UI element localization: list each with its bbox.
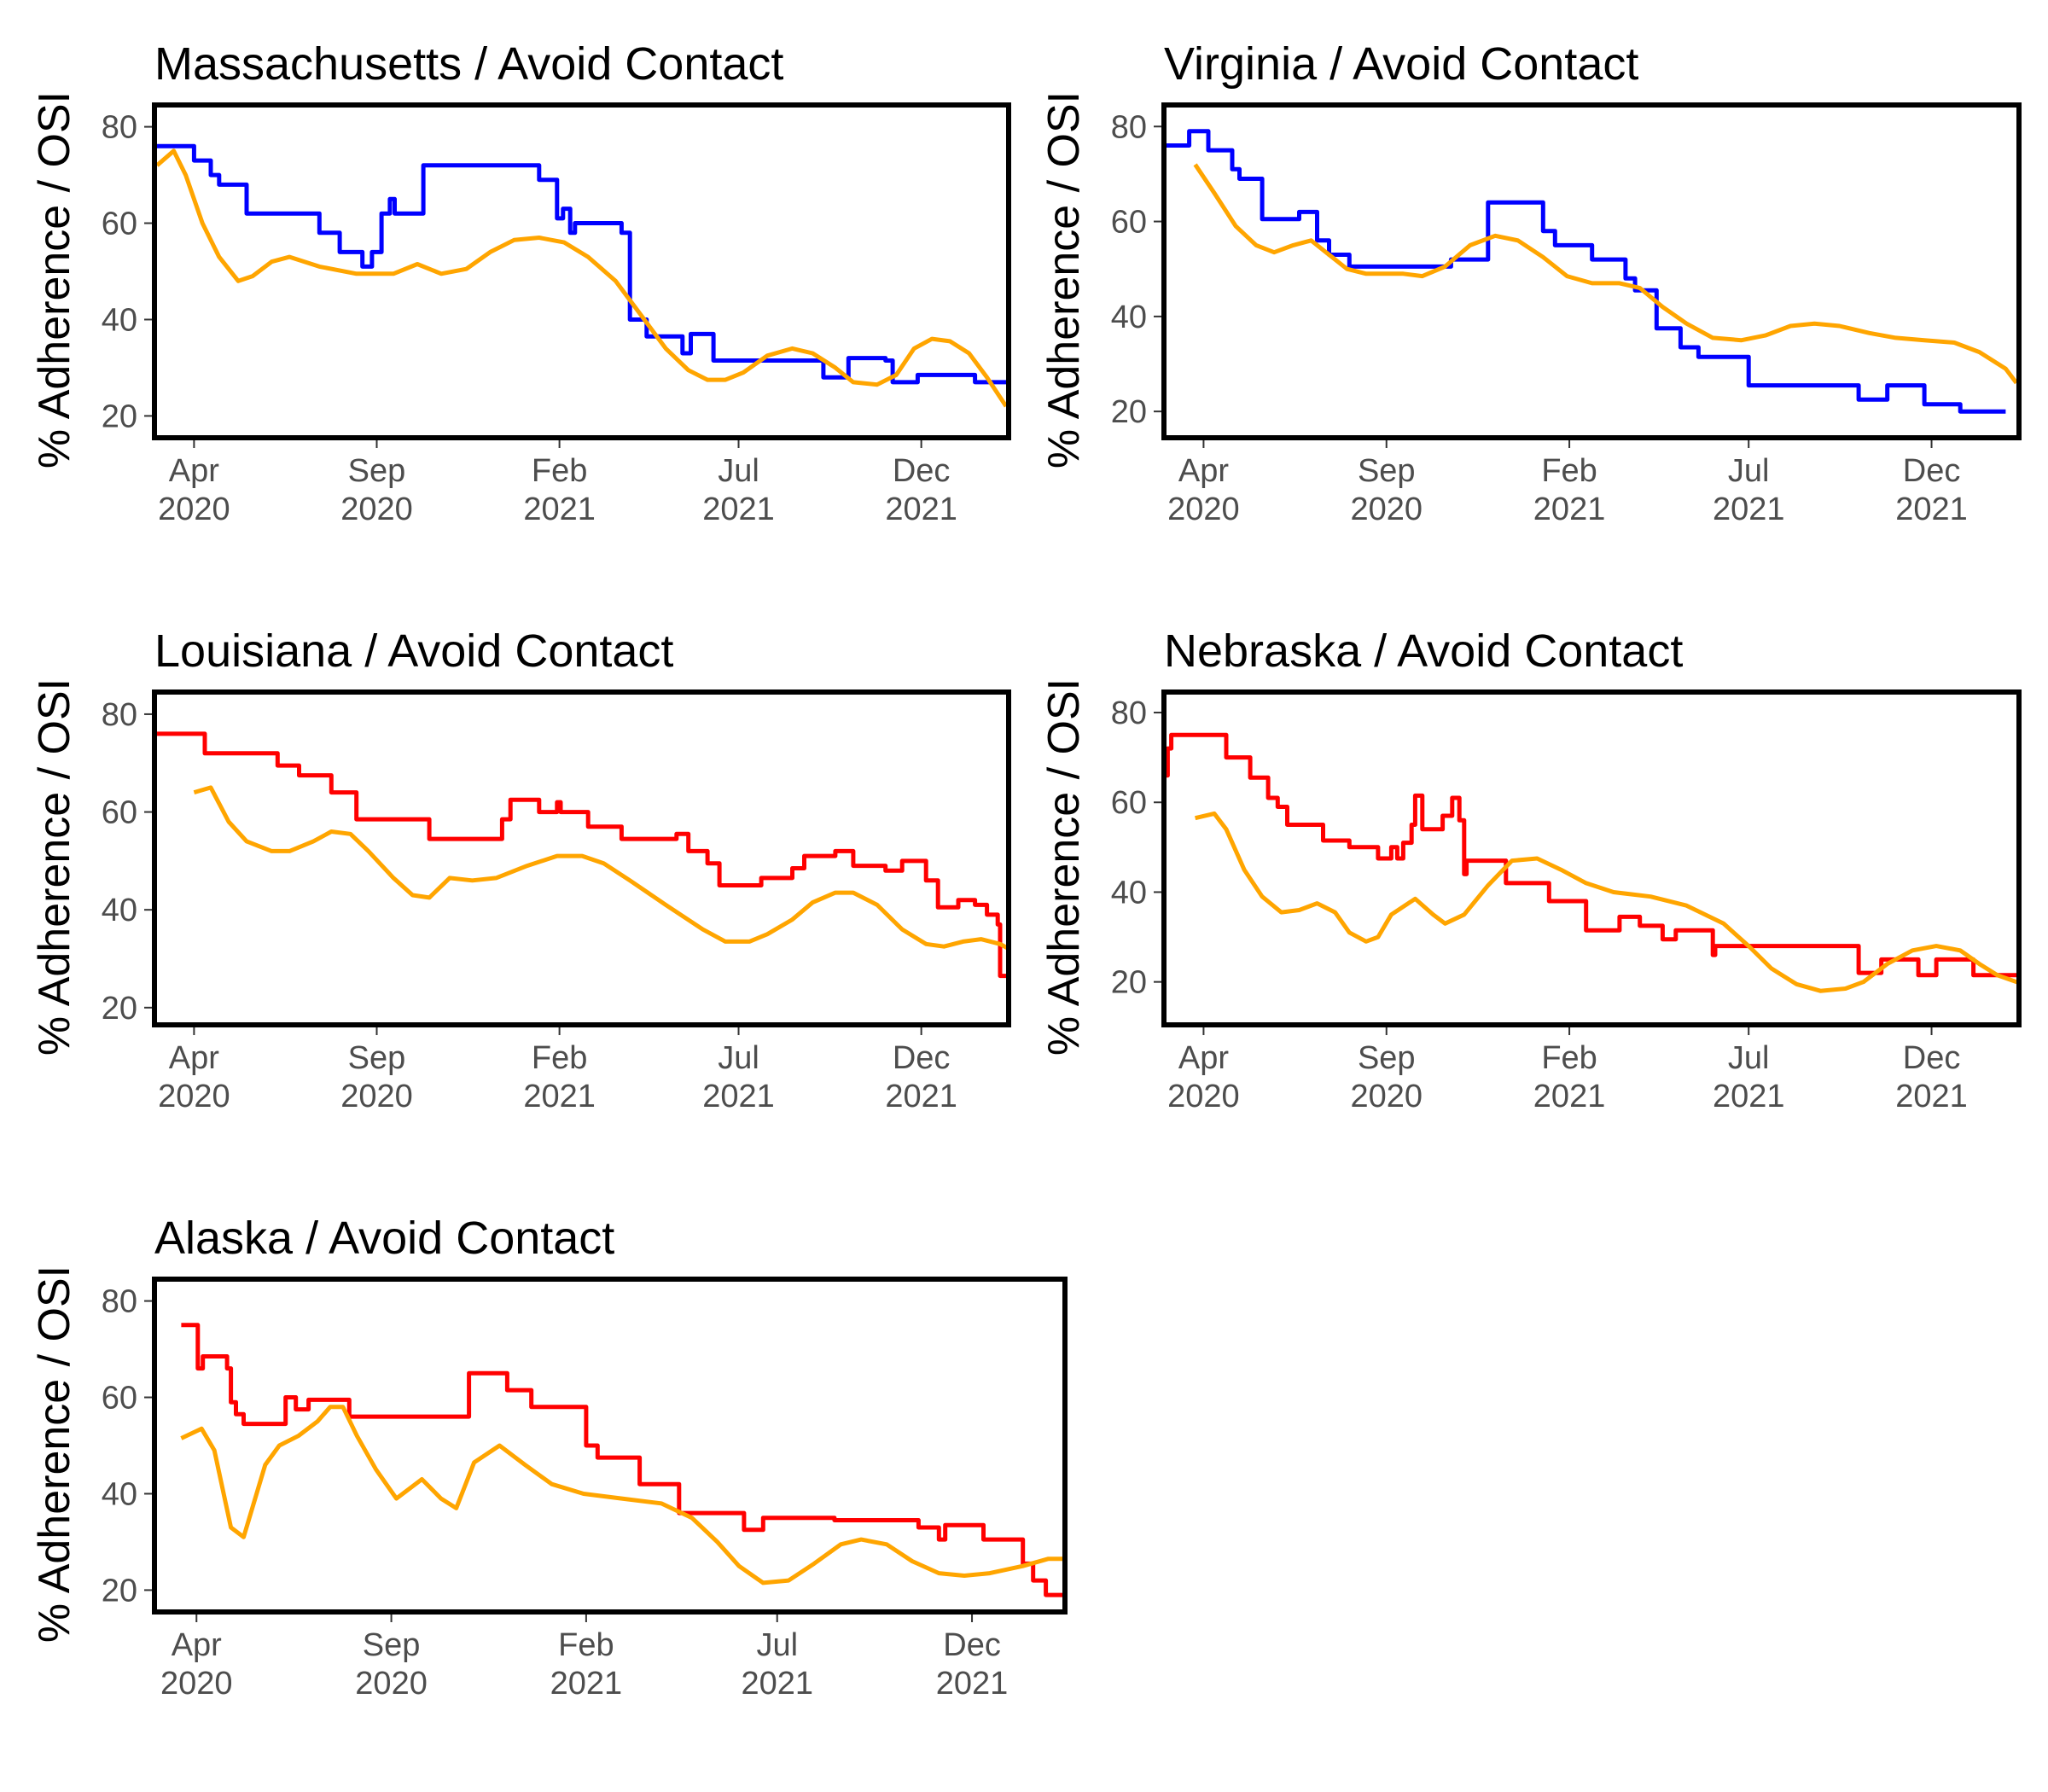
x-tick-label: Dec 2021	[936, 1627, 1009, 1702]
series-line-2	[1195, 811, 2019, 993]
panel-title: Louisiana / Avoid Contact	[154, 625, 673, 677]
y-tick-label: 80	[102, 110, 137, 146]
y-tick-label: 20	[1111, 965, 1147, 1001]
y-axis-label: % Adherence / OSI	[30, 678, 79, 1056]
x-tick-label: Feb 2021	[523, 1040, 596, 1114]
chart-panel-4: Nebraska / Avoid Contact % Adherence / OS…	[1039, 625, 2022, 1114]
x-tick-label: Apr 2020	[158, 453, 230, 527]
x-tick-label: Sep 2020	[340, 453, 413, 527]
y-tick-label: 20	[102, 991, 137, 1027]
x-tick-label: Jul 2021	[702, 453, 775, 527]
y-axis-label: % Adherence / OSI	[1039, 678, 1089, 1056]
y-tick-label: 80	[1111, 109, 1147, 145]
plot-frame	[1161, 102, 2022, 440]
chart-panel-2: Virginia / Avoid Contact % Adherence / OS…	[1039, 38, 2022, 527]
y-tick-label: 60	[1111, 205, 1147, 241]
x-tick-label: Dec 2021	[1895, 453, 1968, 527]
x-tick-label: Dec 2021	[885, 1040, 957, 1114]
y-tick-label: 60	[102, 795, 137, 831]
y-tick-label: 60	[102, 207, 137, 242]
x-tick-label: Apr 2020	[160, 1627, 233, 1702]
y-tick-label: 20	[102, 1573, 137, 1609]
x-tick-label: Apr 2020	[1167, 453, 1240, 527]
plot-frame	[152, 102, 1011, 440]
panel-title: Nebraska / Avoid Contact	[1164, 625, 1683, 677]
chart-panel-1: Massachusetts / Avoid Contact % Adherence…	[30, 38, 1011, 527]
x-tick-label: Jul 2021	[702, 1040, 775, 1114]
series-line-1	[1167, 129, 2006, 414]
series-line-2	[180, 1405, 1062, 1585]
series-line-1	[1165, 732, 2016, 978]
plot-frame	[152, 1277, 1068, 1615]
y-tick-label: 60	[102, 1381, 137, 1417]
y-tick-label: 40	[102, 302, 137, 338]
x-tick-label: Apr 2020	[1167, 1040, 1240, 1114]
x-tick-label: Jul 2021	[1713, 453, 1785, 527]
panel-title: Alaska / Avoid Contact	[154, 1213, 614, 1264]
x-tick-label: Feb 2021	[1533, 1040, 1606, 1114]
panel-title: Massachusetts / Avoid Contact	[154, 38, 783, 90]
series-line-1	[157, 143, 1006, 385]
y-tick-label: 80	[1111, 695, 1147, 731]
x-tick-label: Sep 2020	[340, 1040, 413, 1114]
series-line-2	[1193, 163, 2018, 385]
plot-frame	[152, 689, 1011, 1027]
x-tick-label: Feb 2021	[1533, 453, 1606, 527]
y-tick-label: 20	[102, 399, 137, 434]
x-tick-label: Dec 2021	[1895, 1040, 1968, 1114]
y-tick-label: 20	[1111, 394, 1147, 430]
series-line-1	[181, 1323, 1062, 1597]
chart-panel-5: Alaska / Avoid Contact % Adherence / OSI 2…	[30, 1213, 1068, 1702]
y-axis-label: % Adherence / OSI	[30, 1265, 79, 1643]
y-axis-label: % Adherence / OSI	[1039, 91, 1089, 468]
y-tick-label: 40	[1111, 300, 1147, 335]
x-tick-label: Sep 2020	[1350, 453, 1423, 527]
x-tick-label: Dec 2021	[885, 453, 957, 527]
y-tick-label: 60	[1111, 785, 1147, 821]
series-line-2	[155, 148, 1009, 408]
chart-panel-3: Louisiana / Avoid Contact % Adherence / O…	[30, 625, 1011, 1114]
x-tick-label: Jul 2021	[1713, 1040, 1785, 1114]
x-tick-label: Sep 2020	[1350, 1040, 1423, 1114]
series-line-1	[157, 731, 1006, 979]
y-tick-label: 80	[102, 697, 137, 733]
y-tick-label: 40	[1111, 875, 1147, 911]
panel-title: Virginia / Avoid Contact	[1164, 38, 1638, 90]
x-tick-label: Feb 2021	[523, 453, 596, 527]
x-tick-label: Feb 2021	[550, 1627, 623, 1702]
plot-frame	[1161, 689, 2022, 1027]
y-tick-label: 40	[102, 893, 137, 928]
series-line-2	[193, 785, 1009, 951]
y-axis-label: % Adherence / OSI	[30, 91, 79, 468]
x-tick-label: Jul 2021	[741, 1627, 813, 1702]
y-tick-label: 80	[102, 1284, 137, 1320]
x-tick-label: Apr 2020	[158, 1040, 230, 1114]
x-tick-label: Sep 2020	[355, 1627, 428, 1702]
y-tick-label: 40	[102, 1476, 137, 1512]
